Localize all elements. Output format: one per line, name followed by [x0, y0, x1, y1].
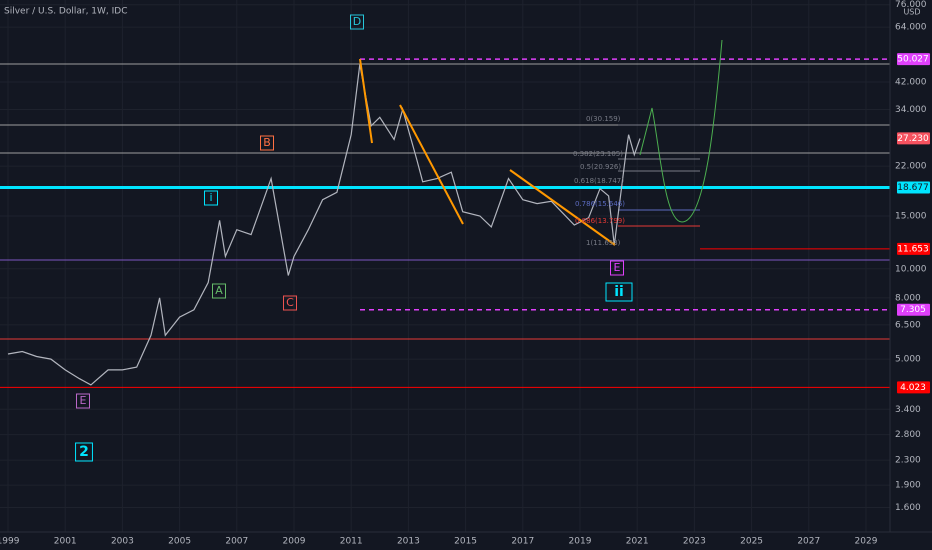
annotation-box [350, 14, 364, 30]
x-tick-label: 2019 [569, 537, 592, 547]
x-tick-label: 2021 [626, 537, 649, 547]
x-tick-label: 2003 [111, 537, 134, 547]
annotation: 0.382(23.105) [573, 150, 623, 158]
annotation: E [80, 394, 87, 407]
annotation-box [204, 190, 218, 206]
y-tick-label: 76.000 [895, 0, 927, 10]
x-tick-label: 2025 [740, 537, 763, 547]
annotation: ii [614, 284, 624, 300]
y-tick-label: 5.000 [895, 355, 921, 365]
annotations: D Bi A C E Eii 2 0(30.159) 0.382(23.105) 0.5(20.9… [75, 14, 633, 462]
drawings [359, 39, 723, 246]
price-label: 7.305 [900, 305, 926, 315]
annotation: 0.618(18.747) [574, 177, 624, 185]
annotation: D [353, 15, 361, 28]
price-label-box [897, 381, 930, 394]
x-tick-label: 2005 [168, 537, 191, 547]
x-tick-label: 2029 [855, 537, 878, 547]
projection-curve [639, 39, 723, 223]
y-tick-label: 6.500 [895, 320, 921, 330]
annotation-box [75, 442, 93, 462]
annotation: C [286, 296, 294, 309]
x-tick-label: 2023 [683, 537, 706, 547]
annotation-box [605, 282, 633, 302]
annotation: 0.786(15.646) [575, 200, 625, 208]
y-tick-label: 34.000 [895, 105, 927, 115]
annotation: B [263, 136, 271, 149]
y-tick-label: 1.600 [895, 503, 921, 513]
price-label-box [897, 303, 930, 316]
price-label-box [897, 132, 930, 145]
x-tick-label: 2015 [454, 537, 477, 547]
x-tick-label: 1999 [0, 537, 20, 547]
y-tick-label: 1.900 [895, 481, 921, 491]
chart-title: Silver / U.S. Dollar, 1W, IDC [4, 7, 128, 17]
price-label: 50.027 [897, 55, 929, 65]
annotation: 0.886(13.799) [575, 217, 625, 225]
annotation: 1(11.653) [586, 239, 621, 247]
annotation: 0(30.159) [586, 115, 621, 123]
plot [0, 58, 890, 388]
y-tick-label: 3.400 [895, 405, 921, 415]
price-label-box [897, 242, 930, 255]
annotation-box [212, 283, 226, 299]
annotation: E [614, 261, 621, 274]
annotation-box [260, 135, 274, 151]
x-tick-label: 2007 [225, 537, 248, 547]
trend-line [399, 104, 464, 225]
levels [0, 63, 890, 340]
y-tick-label: 2.800 [895, 430, 921, 440]
x-tick-label: 2013 [397, 537, 420, 547]
price-label: 4.023 [900, 383, 926, 393]
y-tick-label: 10.000 [895, 264, 927, 274]
annotation: A [215, 284, 223, 297]
price-label: 27.230 [897, 134, 929, 144]
y-tick-label: 15.000 [895, 212, 927, 222]
price-label: 11.653 [897, 244, 929, 254]
price-label-box [897, 181, 930, 194]
annotation: 0.5(20.926) [580, 163, 621, 171]
y-tick-label: 22.000 [895, 162, 927, 172]
annotation-box [610, 260, 624, 276]
x-tick-label: 2001 [54, 537, 77, 547]
x-tick-label: 2011 [340, 537, 363, 547]
x-tick-label: 2017 [511, 537, 534, 547]
x-tick-label: 2027 [797, 537, 820, 547]
annotation-box [283, 295, 297, 311]
annotation-box [76, 393, 90, 409]
currency: USD [903, 8, 920, 17]
annotation: i [209, 191, 212, 204]
price-line [7, 64, 641, 386]
price-label: 18.677 [897, 183, 929, 193]
price-label-box [897, 53, 930, 66]
y-tick-label: 2.300 [895, 456, 921, 466]
x-tick-label: 2009 [283, 537, 306, 547]
y-tick-label: 64.000 [895, 23, 927, 33]
y-tick-label: 42.000 [895, 77, 927, 87]
grid [0, 0, 890, 532]
trend-line [359, 58, 373, 144]
annotation: 2 [79, 444, 89, 460]
y-tick-label: 8.000 [895, 293, 921, 303]
trend-line [509, 169, 616, 246]
